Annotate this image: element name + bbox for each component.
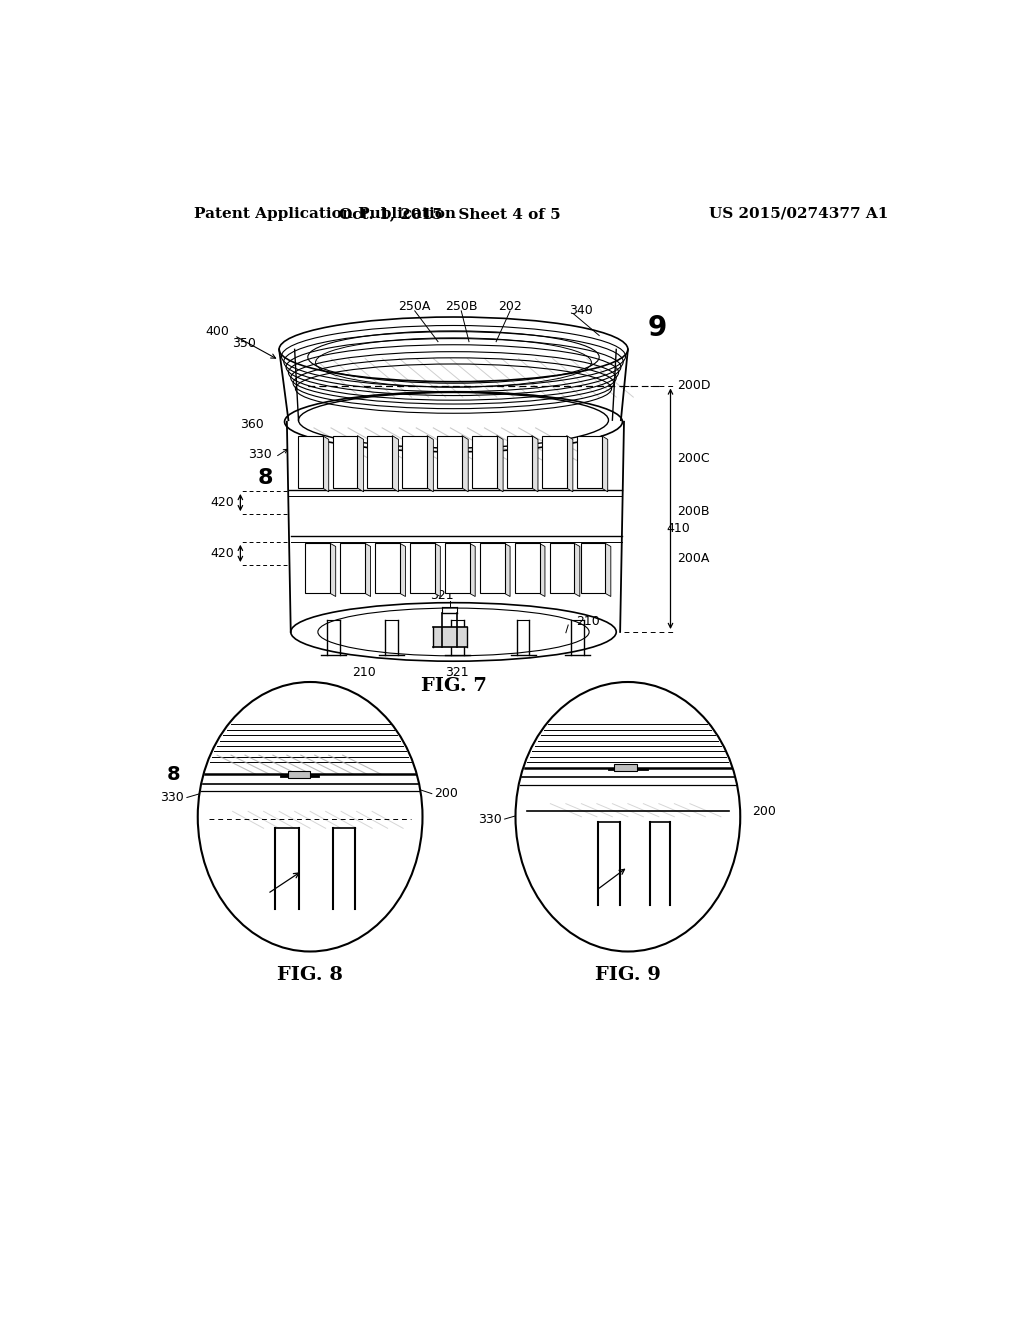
Text: 8: 8 <box>167 764 180 784</box>
Polygon shape <box>427 436 433 492</box>
Text: 200D: 200D <box>677 379 711 392</box>
Ellipse shape <box>198 682 423 952</box>
Polygon shape <box>542 436 566 488</box>
Polygon shape <box>368 436 392 488</box>
Text: 330: 330 <box>160 791 183 804</box>
Polygon shape <box>432 627 467 647</box>
Polygon shape <box>581 544 605 594</box>
Polygon shape <box>540 544 545 597</box>
Polygon shape <box>305 544 331 594</box>
Polygon shape <box>323 436 329 492</box>
Text: FIG. 9: FIG. 9 <box>595 966 660 983</box>
Text: FIG. 8: FIG. 8 <box>278 966 343 983</box>
Text: 200A: 200A <box>677 552 709 565</box>
Text: 210: 210 <box>333 891 357 904</box>
Text: 350: 350 <box>232 337 256 350</box>
Text: 200C: 200C <box>677 453 710 465</box>
Polygon shape <box>445 544 470 594</box>
Polygon shape <box>366 544 371 597</box>
Text: 321: 321 <box>445 667 469 680</box>
Polygon shape <box>402 436 427 488</box>
Ellipse shape <box>515 682 740 952</box>
Polygon shape <box>298 436 323 488</box>
Text: 350: 350 <box>568 705 592 718</box>
Text: 320: 320 <box>248 890 271 903</box>
Text: Oct. 1, 2015   Sheet 4 of 5: Oct. 1, 2015 Sheet 4 of 5 <box>339 207 560 220</box>
Polygon shape <box>605 544 611 597</box>
Polygon shape <box>515 544 540 594</box>
Text: 420: 420 <box>210 496 234 510</box>
Polygon shape <box>470 544 475 597</box>
Text: 320: 320 <box>578 890 601 903</box>
Polygon shape <box>392 436 398 492</box>
Polygon shape <box>566 436 572 492</box>
Text: 202: 202 <box>291 700 314 713</box>
Polygon shape <box>333 436 357 488</box>
Text: 420: 420 <box>210 546 234 560</box>
Text: 350: 350 <box>248 705 271 718</box>
Text: 200B: 200B <box>677 504 710 517</box>
Text: US 2015/0274377 A1: US 2015/0274377 A1 <box>710 207 889 220</box>
Polygon shape <box>462 436 468 492</box>
Polygon shape <box>435 544 440 597</box>
Polygon shape <box>497 436 503 492</box>
Text: 250B: 250B <box>445 300 477 313</box>
Text: 250A: 250A <box>398 300 431 313</box>
Text: 202: 202 <box>604 700 628 713</box>
Polygon shape <box>507 436 531 488</box>
Polygon shape <box>289 771 310 779</box>
Polygon shape <box>340 544 366 594</box>
Text: 200: 200 <box>752 805 776 818</box>
Text: 9: 9 <box>647 314 667 342</box>
Text: 210: 210 <box>352 667 376 680</box>
Polygon shape <box>410 544 435 594</box>
Text: 340: 340 <box>569 305 593 317</box>
Text: 200: 200 <box>434 787 458 800</box>
Text: FIG. 7: FIG. 7 <box>421 677 486 694</box>
Polygon shape <box>357 436 364 492</box>
Text: 330: 330 <box>478 813 502 825</box>
Polygon shape <box>472 436 497 488</box>
Polygon shape <box>574 544 580 597</box>
Text: 210: 210 <box>543 836 566 849</box>
Text: Patent Application Publication: Patent Application Publication <box>194 207 456 220</box>
Polygon shape <box>531 436 538 492</box>
Text: 321: 321 <box>430 589 454 602</box>
Text: 410: 410 <box>667 521 690 535</box>
Text: 340: 340 <box>337 705 360 718</box>
Text: 360: 360 <box>660 705 685 718</box>
Text: 202: 202 <box>499 300 522 313</box>
Text: 210: 210 <box>575 615 600 628</box>
Text: 8: 8 <box>257 469 273 488</box>
Polygon shape <box>437 436 462 488</box>
Text: 330: 330 <box>248 449 271 462</box>
Polygon shape <box>400 544 406 597</box>
Polygon shape <box>577 436 601 488</box>
Polygon shape <box>480 544 505 594</box>
Text: 400: 400 <box>205 325 228 338</box>
Text: 360: 360 <box>240 417 263 430</box>
Polygon shape <box>601 436 607 492</box>
Polygon shape <box>505 544 510 597</box>
Polygon shape <box>331 544 336 597</box>
Polygon shape <box>550 544 574 594</box>
Polygon shape <box>614 763 637 771</box>
Polygon shape <box>375 544 400 594</box>
